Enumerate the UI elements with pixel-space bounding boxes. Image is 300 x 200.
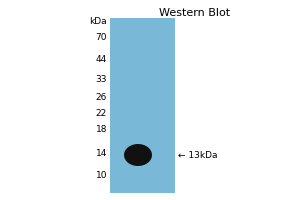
Bar (110, 18, 175, 193)
Text: Western Blot: Western Blot (159, 8, 231, 18)
Text: ← 13kDa: ← 13kDa (178, 150, 217, 160)
Text: kDa: kDa (89, 18, 107, 26)
Text: 70: 70 (95, 33, 107, 43)
Text: 44: 44 (96, 55, 107, 64)
Text: 14: 14 (96, 148, 107, 158)
Text: 22: 22 (96, 108, 107, 117)
Text: 18: 18 (95, 126, 107, 134)
Text: 26: 26 (96, 94, 107, 102)
Text: 10: 10 (95, 170, 107, 180)
Ellipse shape (124, 144, 152, 166)
Text: 33: 33 (95, 75, 107, 84)
